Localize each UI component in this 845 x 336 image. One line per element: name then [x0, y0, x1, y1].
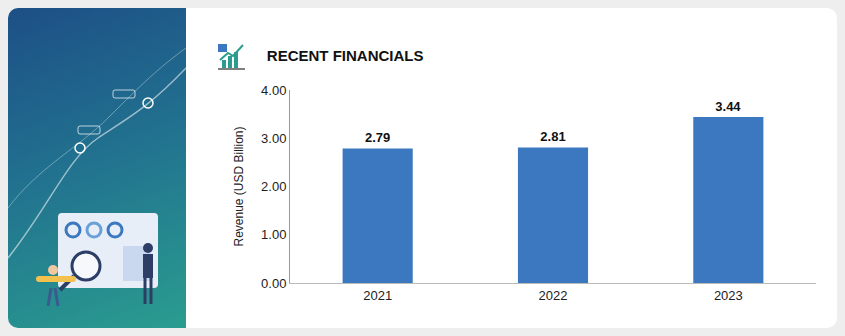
svg-text:3.00: 3.00	[261, 131, 286, 146]
svg-text:2.81: 2.81	[540, 129, 565, 144]
svg-text:4.00: 4.00	[261, 83, 286, 98]
svg-text:Revenue (USD Billion): Revenue (USD Billion)	[232, 126, 246, 246]
svg-text:1.00: 1.00	[261, 227, 286, 242]
svg-text:0.00: 0.00	[261, 276, 286, 291]
svg-text:2022: 2022	[539, 288, 568, 303]
svg-text:2.79: 2.79	[365, 130, 390, 145]
svg-text:2023: 2023	[714, 288, 743, 303]
svg-text:3.44: 3.44	[715, 99, 741, 114]
svg-text:2021: 2021	[363, 288, 392, 303]
svg-text:2.00: 2.00	[261, 179, 286, 194]
svg-text:RECENT FINANCIALS: RECENT FINANCIALS	[267, 47, 424, 64]
